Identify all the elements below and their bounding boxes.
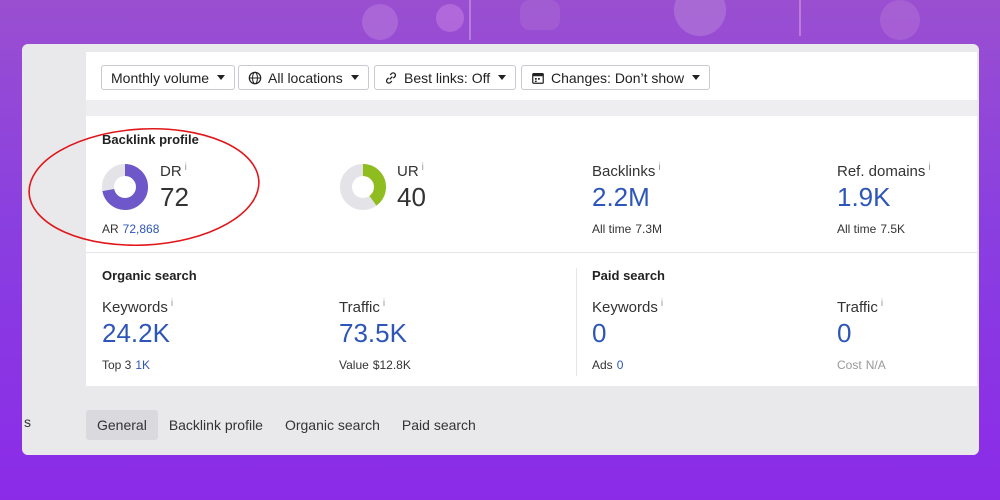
paid-traffic-label: Traffic i (837, 298, 883, 316)
caret-down-icon (498, 75, 507, 80)
info-icon[interactable]: i (382, 298, 386, 309)
info-icon[interactable]: i (658, 162, 661, 173)
paid-traffic-label-text: Traffic (837, 299, 878, 316)
backlink-profile-title: Backlink profile (102, 132, 199, 147)
dr-donut-chart (102, 164, 148, 210)
organic-keywords-label: Keywords i (102, 298, 173, 316)
background-decoration (362, 0, 920, 40)
tab-backlink-profile[interactable]: Backlink profile (168, 417, 263, 433)
organic-traffic-label: Traffic i (339, 298, 385, 316)
paid-ads-row: Ads 0 (592, 358, 623, 372)
overview-panel: Backlink profile DR i 72 AR 72,868 UR i 40 … (86, 116, 977, 386)
ur-label-text: UR (397, 163, 419, 180)
organic-top3-row: Top 3 1K (102, 358, 150, 372)
organic-value-label: Value (339, 358, 369, 372)
organic-traffic-value-link[interactable]: 73.5K (339, 318, 407, 348)
report-tabs: General Backlink profile Organic search … (86, 410, 487, 440)
ar-label: AR (102, 222, 119, 236)
monthly-volume-label: Monthly volume (111, 69, 210, 86)
ref-domains-label-text: Ref. domains (837, 163, 926, 180)
paid-traffic-value-link[interactable]: 0 (837, 318, 852, 348)
dr-value: 72 (160, 182, 189, 212)
info-icon[interactable]: i (170, 298, 174, 309)
sidebar-edge-text: s (24, 414, 31, 430)
ref-domains-label: Ref. domains i (837, 162, 931, 180)
organic-keywords-value-link[interactable]: 24.2K (102, 318, 170, 348)
globe-icon (248, 71, 262, 84)
ur-donut-chart (340, 164, 386, 210)
paid-cost-row: Cost N/A (837, 358, 886, 372)
info-icon[interactable]: i (660, 298, 664, 309)
ref-domains-all-time: All time 7.5K (837, 222, 905, 236)
ur-value: 40 (397, 182, 426, 212)
caret-down-icon (350, 75, 359, 80)
paid-cost-value: N/A (865, 358, 886, 372)
backlinks-all-time-label: All time (592, 222, 632, 236)
backlinks-all-time-value: 7.3M (635, 222, 663, 236)
backlinks-value-link[interactable]: 2.2M (592, 182, 650, 212)
organic-top3-label: Top 3 (102, 358, 132, 372)
organic-keywords-label-text: Keywords (102, 299, 168, 316)
paid-keywords-label: Keywords i (592, 298, 663, 316)
app-window: s Monthly volume All locations Best link… (22, 44, 979, 455)
dr-donut-fill (102, 164, 148, 210)
organic-traffic-label-text: Traffic (339, 299, 380, 316)
organic-search-title: Organic search (102, 268, 197, 283)
dr-label-text: DR (160, 163, 182, 180)
search-divider (576, 268, 577, 376)
paid-ads-value-link[interactable]: 0 (616, 358, 624, 372)
paid-search-title: Paid search (592, 268, 665, 283)
changes-label: Changes: Don’t show (551, 69, 685, 86)
ar-row: AR 72,868 (102, 222, 159, 236)
organic-value-row: Value $12.8K (339, 358, 411, 372)
tab-general[interactable]: General (86, 410, 158, 440)
info-icon[interactable]: i (928, 162, 931, 173)
backlinks-label-text: Backlinks (592, 163, 656, 180)
filter-toolbar: Monthly volume All locations Best links:… (86, 52, 977, 100)
info-icon[interactable]: i (880, 298, 884, 309)
ref-domains-all-time-label: All time (837, 222, 877, 236)
tab-paid-search[interactable]: Paid search (401, 417, 476, 433)
ur-label: UR i (397, 162, 424, 180)
calendar-icon (532, 72, 544, 84)
paid-cost-label: Cost (837, 358, 862, 372)
info-icon[interactable]: i (421, 162, 424, 173)
ref-domains-all-time-value: 7.5K (880, 222, 906, 236)
toolbar-divider (86, 100, 977, 116)
ur-donut-fill (340, 164, 386, 210)
info-icon[interactable]: i (184, 162, 187, 173)
tab-organic-search[interactable]: Organic search (284, 417, 380, 433)
ref-domains-value-link[interactable]: 1.9K (837, 182, 891, 212)
best-links-label: Best links: Off (404, 69, 491, 86)
locations-label: All locations (268, 69, 343, 86)
locations-dropdown[interactable]: All locations (238, 65, 369, 90)
best-links-dropdown[interactable]: Best links: Off (374, 65, 517, 90)
paid-ads-label: Ads (592, 358, 613, 372)
paid-keywords-label-text: Keywords (592, 299, 658, 316)
paid-keywords-value-link[interactable]: 0 (592, 318, 607, 348)
organic-value-amount: $12.8K (372, 358, 411, 372)
caret-down-icon (692, 75, 701, 80)
organic-top3-value-link[interactable]: 1K (135, 358, 151, 372)
red-highlight-circle (28, 127, 260, 247)
dr-label: DR i (160, 162, 187, 180)
changes-dropdown[interactable]: Changes: Don’t show (521, 65, 711, 90)
backlinks-label: Backlinks i (592, 162, 661, 180)
caret-down-icon (217, 75, 226, 80)
link-icon (385, 71, 397, 84)
monthly-volume-dropdown[interactable]: Monthly volume (101, 65, 236, 90)
ar-value-link[interactable]: 72,868 (122, 222, 160, 236)
section-divider (86, 252, 977, 253)
backlinks-all-time: All time 7.3M (592, 222, 662, 236)
